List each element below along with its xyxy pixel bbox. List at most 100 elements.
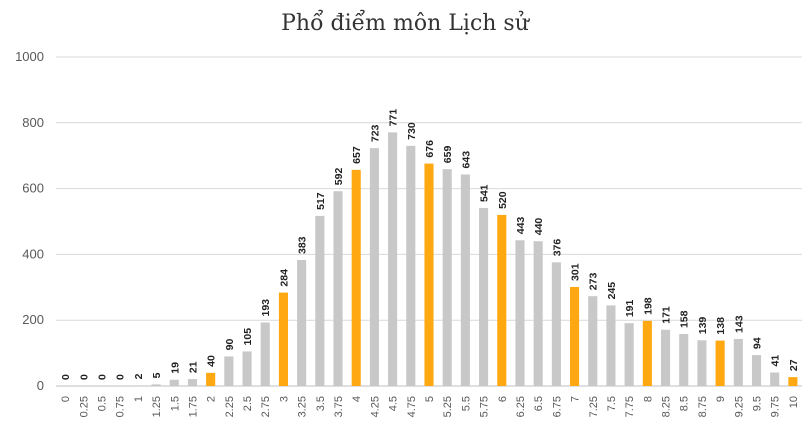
data-label: 541: [479, 184, 491, 202]
data-label: 40: [206, 355, 218, 367]
data-label: 657: [351, 146, 363, 164]
x-tick-label: 2.25: [224, 396, 236, 417]
bar: [679, 334, 689, 386]
chart-title: Phổ điểm môn Lịch sử: [281, 8, 531, 36]
bar: [297, 259, 307, 386]
data-label: 94: [752, 337, 764, 349]
bar: [642, 320, 652, 386]
x-tick-label: 9.25: [733, 396, 745, 417]
x-tick-label: 7.25: [588, 396, 600, 417]
data-label: 440: [533, 218, 545, 236]
data-label: 676: [424, 140, 436, 158]
x-tick-label: 4.25: [369, 396, 381, 417]
x-tick-label: 8.25: [661, 396, 673, 417]
data-label: 19: [169, 362, 181, 374]
data-label: 730: [406, 122, 418, 140]
data-label: 143: [733, 315, 745, 333]
y-tick-label: 0: [37, 378, 44, 393]
bar: [460, 174, 470, 386]
data-label: 301: [570, 263, 582, 281]
bar: [551, 262, 561, 386]
data-label: 520: [497, 191, 509, 209]
x-tick-label: 4.75: [406, 396, 418, 417]
x-tick-label: 6.5: [533, 396, 545, 411]
bars: [133, 132, 798, 386]
x-axis-ticks: 0 0.25 0.5 0.75 1 1.25 1.5 1.75 2 2.25 2.5 2.75 3 3.2…: [60, 396, 800, 417]
bar: [442, 169, 452, 386]
data-label: 284: [278, 269, 290, 287]
x-tick-label: 10: [788, 396, 800, 408]
x-tick-label: 4.5: [388, 396, 400, 411]
data-label: 191: [624, 299, 636, 317]
data-label: 245: [606, 282, 618, 300]
data-label: 105: [242, 328, 254, 346]
x-tick-label: 5: [424, 396, 436, 402]
data-label: 139: [697, 317, 709, 335]
bar: [133, 385, 143, 386]
x-tick-label: 8.5: [679, 396, 691, 411]
bar: [788, 377, 798, 386]
bar: [333, 191, 343, 386]
data-label: 0: [115, 374, 127, 380]
x-tick-label: 1.75: [187, 396, 199, 417]
bar: [751, 355, 762, 386]
bar: [406, 145, 416, 386]
bar: [660, 329, 671, 386]
bar: [533, 241, 543, 386]
x-tick-label: 7.75: [624, 396, 636, 417]
data-label: 27: [788, 359, 800, 371]
bar: [151, 384, 161, 386]
bar: [278, 292, 288, 386]
x-tick-label: 3.75: [333, 396, 345, 417]
data-label: 5: [151, 372, 163, 378]
x-tick-label: 2.5: [242, 396, 254, 411]
data-label: 198: [642, 297, 654, 315]
x-tick-label: 5.5: [460, 396, 472, 411]
x-tick-label: 3: [278, 396, 290, 402]
y-tick-label: 200: [22, 312, 44, 327]
y-axis-ticks: 0 200 400 600 800 1000: [15, 49, 44, 393]
data-label: 193: [260, 299, 272, 317]
bar: [206, 372, 216, 386]
data-label: 659: [442, 146, 454, 164]
data-label: 21: [187, 361, 199, 373]
y-tick-label: 800: [22, 115, 44, 130]
bar: [624, 323, 634, 386]
x-tick-label: 9.5: [752, 396, 764, 411]
x-tick-label: 0.5: [96, 396, 108, 411]
x-tick-label: 9: [715, 396, 727, 402]
bar: [224, 356, 234, 386]
bar: [369, 148, 379, 386]
y-tick-label: 600: [22, 181, 44, 196]
x-tick-label: 3.25: [297, 396, 309, 417]
x-tick-label: 1: [133, 396, 145, 402]
data-label: 273: [588, 273, 600, 291]
bar: [733, 338, 743, 386]
data-label: 90: [224, 339, 236, 351]
x-tick-label: 1.25: [151, 396, 163, 417]
x-tick-label: 9.75: [770, 396, 782, 417]
bar: [169, 379, 179, 386]
x-tick-label: 7.5: [606, 396, 618, 411]
x-tick-label: 2.75: [260, 396, 272, 417]
data-label: 517: [315, 192, 327, 210]
data-label: 171: [661, 306, 673, 324]
bar: [588, 296, 598, 386]
bar: [715, 340, 725, 386]
x-tick-label: 7: [570, 396, 582, 402]
data-label: 723: [369, 124, 381, 142]
bar: [351, 169, 361, 386]
x-tick-label: 6: [497, 396, 509, 402]
bar: [388, 132, 398, 386]
x-tick-label: 1.5: [169, 396, 181, 411]
bar: [697, 340, 707, 386]
x-tick-label: 0.75: [115, 396, 127, 417]
data-label: 592: [333, 168, 345, 186]
x-tick-label: 8: [642, 396, 654, 402]
x-tick-label: 0.25: [78, 396, 90, 417]
bar: [424, 163, 434, 386]
bar: [479, 208, 489, 386]
data-label: 2: [133, 373, 145, 379]
